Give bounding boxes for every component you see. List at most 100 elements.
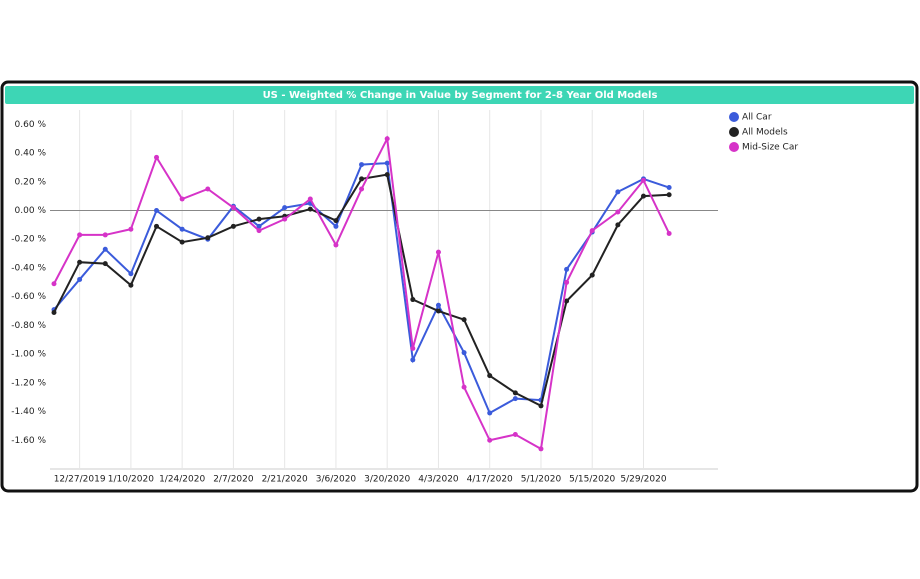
point — [487, 437, 493, 443]
y-tick-label: -0.20 % — [11, 235, 46, 245]
y-tick-label: -0.80 % — [11, 321, 46, 331]
point — [589, 228, 595, 234]
legend-marker — [729, 127, 739, 137]
point — [51, 309, 57, 315]
legend-label: All Models — [742, 128, 788, 138]
point — [615, 209, 621, 215]
point — [256, 228, 262, 234]
point — [179, 239, 185, 245]
point — [666, 185, 672, 191]
y-tick-label: 0.40 % — [15, 149, 47, 159]
point — [333, 242, 339, 248]
x-tick-label: 4/17/2020 — [467, 475, 513, 485]
legend-marker — [729, 112, 739, 122]
y-tick-label: -1.40 % — [11, 407, 46, 417]
y-tick-label: -0.60 % — [11, 292, 46, 302]
point — [589, 272, 595, 278]
point — [564, 279, 570, 285]
y-tick-label: 0.60 % — [15, 120, 47, 130]
point — [461, 384, 467, 390]
point — [512, 432, 518, 438]
legend-label: Mid-Size Car — [742, 143, 798, 153]
point — [282, 216, 288, 222]
point — [154, 208, 160, 214]
x-tick-label: 3/20/2020 — [364, 475, 410, 485]
y-tick-label: 0.00 % — [15, 206, 47, 216]
point — [77, 276, 83, 282]
point — [102, 246, 108, 252]
point — [615, 222, 621, 228]
point — [487, 373, 493, 379]
point — [307, 196, 313, 202]
point — [435, 308, 441, 314]
x-tick-label: 5/15/2020 — [569, 475, 615, 485]
point — [461, 350, 467, 356]
x-tick-label: 5/1/2020 — [521, 475, 562, 485]
point — [512, 390, 518, 396]
point — [410, 357, 416, 363]
point — [77, 232, 83, 238]
y-tick-label: -1.20 % — [11, 378, 46, 388]
point — [179, 196, 185, 202]
y-tick-label: -0.40 % — [11, 263, 46, 273]
chart-title: US - Weighted % Change in Value by Segme… — [263, 90, 658, 101]
y-tick-label: -1.60 % — [11, 436, 46, 446]
point — [410, 297, 416, 303]
point — [77, 259, 83, 265]
title-bar — [5, 86, 914, 104]
point — [384, 172, 390, 178]
x-tick-label: 5/29/2020 — [620, 475, 666, 485]
y-tick-label: 0.20 % — [15, 177, 47, 187]
point — [102, 261, 108, 267]
point — [666, 230, 672, 236]
point — [256, 223, 262, 229]
point — [205, 186, 211, 192]
x-tick-label: 2/21/2020 — [262, 475, 308, 485]
x-tick-label: 2/7/2020 — [213, 475, 254, 485]
point — [384, 136, 390, 142]
point — [154, 223, 160, 229]
point — [435, 302, 441, 308]
legend-marker — [729, 142, 739, 152]
legend-label: All Car — [742, 113, 772, 123]
point — [128, 271, 134, 277]
point — [359, 162, 365, 168]
point — [230, 205, 236, 211]
point — [512, 396, 518, 402]
point — [282, 205, 288, 211]
point — [564, 298, 570, 304]
point — [128, 282, 134, 288]
point — [179, 226, 185, 232]
point — [384, 160, 390, 166]
x-tick-label: 3/6/2020 — [316, 475, 357, 485]
point — [538, 403, 544, 409]
point — [256, 216, 262, 222]
point — [128, 226, 134, 232]
point — [435, 249, 441, 255]
point — [564, 266, 570, 272]
point — [154, 154, 160, 160]
point — [102, 232, 108, 238]
point — [333, 223, 339, 229]
x-tick-label: 4/3/2020 — [418, 475, 459, 485]
frame — [0, 80, 919, 493]
point — [487, 410, 493, 416]
point — [205, 235, 211, 241]
point — [51, 281, 57, 287]
x-tick-label: 1/24/2020 — [159, 475, 205, 485]
point — [359, 176, 365, 182]
point — [333, 218, 339, 224]
x-tick-label: 1/10/2020 — [108, 475, 154, 485]
point — [307, 206, 313, 212]
point — [359, 186, 365, 192]
y-tick-label: -1.00 % — [11, 350, 46, 360]
x-tick-label: 12/27/2019 — [54, 475, 106, 485]
point — [461, 317, 467, 323]
point — [410, 345, 416, 351]
point — [538, 446, 544, 452]
point — [666, 192, 672, 198]
point — [640, 177, 646, 183]
point — [640, 193, 646, 199]
point — [615, 189, 621, 195]
